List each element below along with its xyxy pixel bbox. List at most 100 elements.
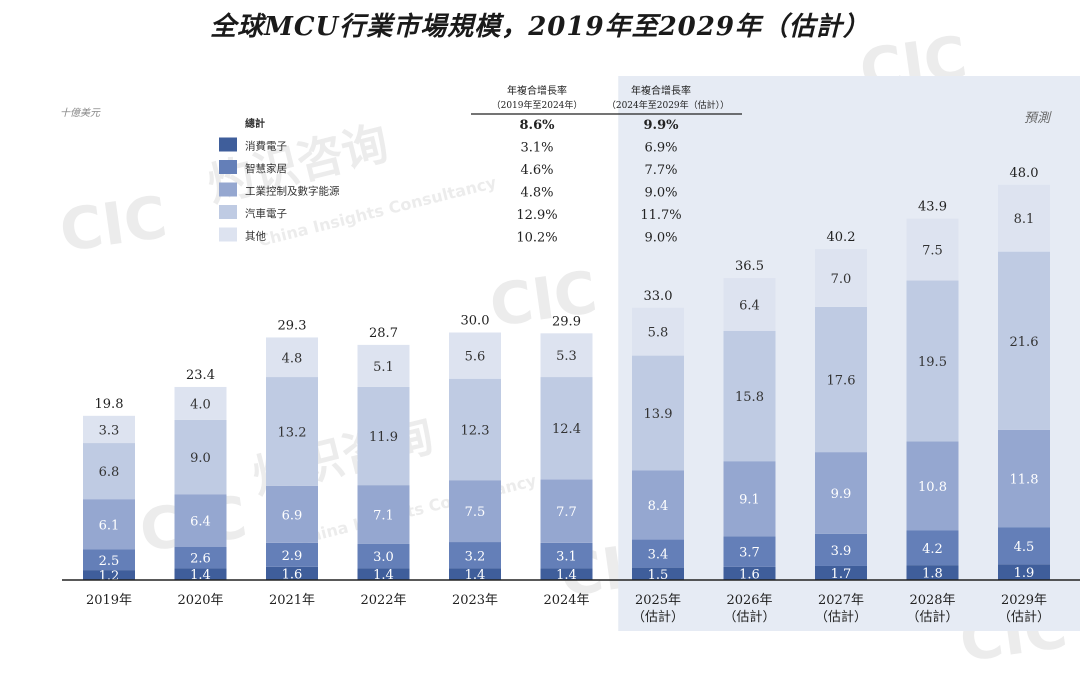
data-label: 13.9 [644,407,673,422]
data-label: 1.5 [648,568,669,583]
data-label: 7.0 [831,272,852,287]
bar-segment [815,565,867,580]
data-label: 9.0 [190,451,211,466]
data-label: 7.7 [556,505,577,520]
bar-segment [449,542,501,569]
data-label: 2.9 [282,549,303,564]
bar-segment [357,344,410,387]
total-label: 36.5 [735,259,764,274]
data-label: 4.0 [190,397,211,412]
bar-segment [632,567,684,580]
unit-label: 十億美元 [60,107,101,119]
cagr-2019-2024: 8.6% [520,118,556,133]
data-label: 12.4 [552,422,581,437]
bar-segment [815,452,867,534]
x-tick-sublabel: （估計） [632,609,684,625]
cagr-2024-2029: 6.9% [644,141,677,156]
cagr-header-1: 年複合增長率 [507,84,567,97]
total-label: 29.3 [278,318,307,333]
data-label: 17.6 [827,374,856,389]
bar-segment [83,443,135,500]
cagr-2024-2029: 7.7% [644,163,677,178]
data-label: 3.3 [99,423,120,438]
data-label: 3.4 [648,548,669,563]
total-label: 19.8 [95,397,124,412]
bar-segment [815,533,867,566]
data-label: 5.6 [465,350,486,365]
data-label: 5.1 [373,360,394,375]
data-label: 10.8 [918,480,947,495]
bar-segment [998,251,1050,430]
bar-segment [906,565,959,580]
legend-swatch [219,182,237,197]
bar-segment [449,378,501,481]
bar-segment [998,184,1050,252]
bar-segment [449,332,501,379]
bar-segment [83,499,135,550]
bar-segment [357,568,410,580]
data-label: 1.6 [739,567,760,582]
bar-segment [998,527,1050,565]
data-label: 1.2 [99,569,120,584]
data-label: 4.2 [922,542,943,557]
x-tick-label: 2025年 [635,593,681,608]
data-label: 6.8 [99,465,120,480]
bar-segment [723,330,776,462]
data-label: 6.4 [739,298,760,313]
bar-segment [540,377,593,480]
bar-segment [906,218,959,281]
data-label: 2.5 [99,554,120,569]
legend-swatch [219,227,237,242]
x-tick-label: 2023年 [452,593,498,608]
bar-segment [357,386,410,486]
cagr-2019-2024: 3.1% [520,141,553,156]
cagr-header-2-sub: （2024年至2029年（估計）） [607,99,729,111]
bar-segment [723,461,776,537]
bar-segment [906,441,959,531]
bar-segment [449,480,501,543]
data-label: 13.2 [278,426,307,441]
data-label: 3.0 [373,550,394,565]
data-label: 19.5 [918,355,947,370]
data-label: 7.5 [465,505,486,520]
legend-swatch [219,205,237,219]
bar-segment [815,306,867,453]
data-label: 6.1 [99,518,120,533]
bar-segment [83,415,135,444]
x-tick-sublabel: （估計） [815,609,867,625]
bar-segment [632,307,684,356]
bar-segment [632,355,684,471]
data-label: 5.3 [556,349,577,364]
data-label: 21.6 [1010,335,1039,350]
chart-title: 全球MCU行業市場規模，2019年至2029年（估計） [210,12,870,42]
x-tick-label: 2029年 [1001,593,1047,608]
bar-segment [357,485,410,544]
bar-segment [540,333,593,378]
x-tick-sublabel: （估計） [906,609,958,625]
legend-swatch [219,137,237,152]
data-label: 12.3 [461,423,490,438]
x-tick-label: 2027年 [818,593,864,608]
legend-swatch [219,160,237,174]
x-tick-label: 2024年 [543,593,589,608]
legend-label: 汽車電子 [245,207,287,220]
data-label: 1.8 [922,567,943,582]
bar-segment [266,485,318,543]
bar-segment [266,377,318,486]
x-tick-sublabel: （估計） [998,609,1050,625]
data-label: 6.4 [190,515,211,530]
data-label: 3.7 [739,546,760,561]
bar-segment [266,566,318,580]
bar-segment [906,280,959,442]
legend-label: 總計 [245,117,265,130]
data-label: 1.4 [190,568,211,583]
cagr-header-2: 年複合增長率 [631,84,691,97]
cagr-2019-2024: 10.2% [516,231,557,246]
bar-segment [174,419,227,495]
cagr-2024-2029: 9.0% [644,231,677,246]
bar-segment [632,470,684,540]
bar-segment [998,429,1050,528]
total-label: 40.2 [827,230,856,245]
data-label: 3.2 [465,549,486,564]
bar-segment [83,549,135,571]
